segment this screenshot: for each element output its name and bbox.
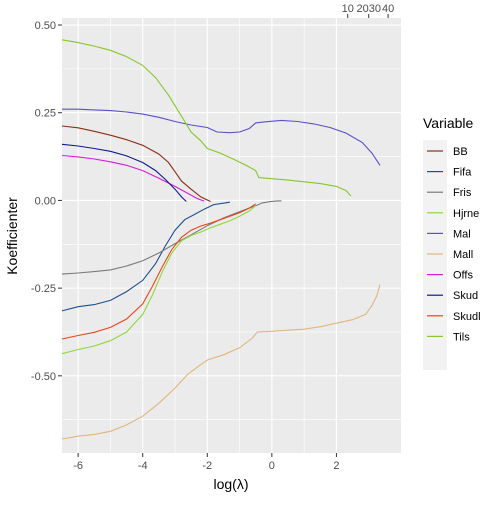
x-tick-label: 2 <box>333 460 339 472</box>
x-axis-title: log(λ) <box>213 476 248 492</box>
legend-key-background <box>423 140 447 370</box>
y-axis-title: Koefficienter <box>4 197 20 275</box>
series-line-fifa <box>61 201 230 312</box>
series-line-skudl <box>61 203 257 340</box>
series-line-skud <box>61 143 187 202</box>
y-tick-label: -0.25 <box>31 283 56 295</box>
plot-panel <box>62 18 401 453</box>
legend-label-bb: BB <box>453 146 468 158</box>
x-axis: -6 -4 -2 0 2 <box>73 453 339 472</box>
top-axis: 10 2030 40 <box>342 3 394 18</box>
x-tick-label: 0 <box>269 460 275 472</box>
y-tick-label: -0.50 <box>31 371 56 383</box>
series-line-mall <box>61 284 381 440</box>
legend-label-skud: Skud <box>453 290 478 302</box>
legend-label-skudl: Skudl <box>453 311 481 323</box>
top-tick-label: 2030 <box>356 3 380 15</box>
series-lines <box>61 39 381 440</box>
series-line-mal <box>62 108 381 166</box>
series-line-hjrne <box>61 205 257 355</box>
legend-title: Variable <box>423 115 474 131</box>
top-tick-label: 40 <box>382 3 394 15</box>
series-line-bb <box>61 125 211 202</box>
x-tick-label: -4 <box>138 460 148 472</box>
legend-label-mal: Mal <box>453 228 471 240</box>
legend-label-hjrne: Hjrne <box>453 208 479 220</box>
y-tick-label: 0.50 <box>35 20 56 32</box>
top-tick-label: 10 <box>342 3 354 15</box>
legend: Variable BB Fifa Fris Hjrne Mal Mall Offs Skud S… <box>423 115 481 370</box>
major-gridlines <box>62 18 401 453</box>
y-tick-label: 0.00 <box>35 195 56 207</box>
minor-gridlines <box>62 18 401 453</box>
legend-label-fris: Fris <box>453 187 472 199</box>
legend-label-offs: Offs <box>453 270 473 282</box>
y-axis: -0.50 -0.25 0.00 0.25 0.50 <box>31 20 62 383</box>
y-tick-label: 0.25 <box>35 108 56 120</box>
legend-label-tils: Tils <box>453 331 470 343</box>
x-tick-label: -2 <box>202 460 212 472</box>
legend-label-mall: Mall <box>453 249 473 261</box>
series-line-tils <box>61 39 352 197</box>
x-tick-label: -6 <box>73 460 83 472</box>
series-line-fris <box>61 200 282 275</box>
legend-label-fifa: Fifa <box>453 167 472 179</box>
series-line-offs <box>61 154 205 202</box>
